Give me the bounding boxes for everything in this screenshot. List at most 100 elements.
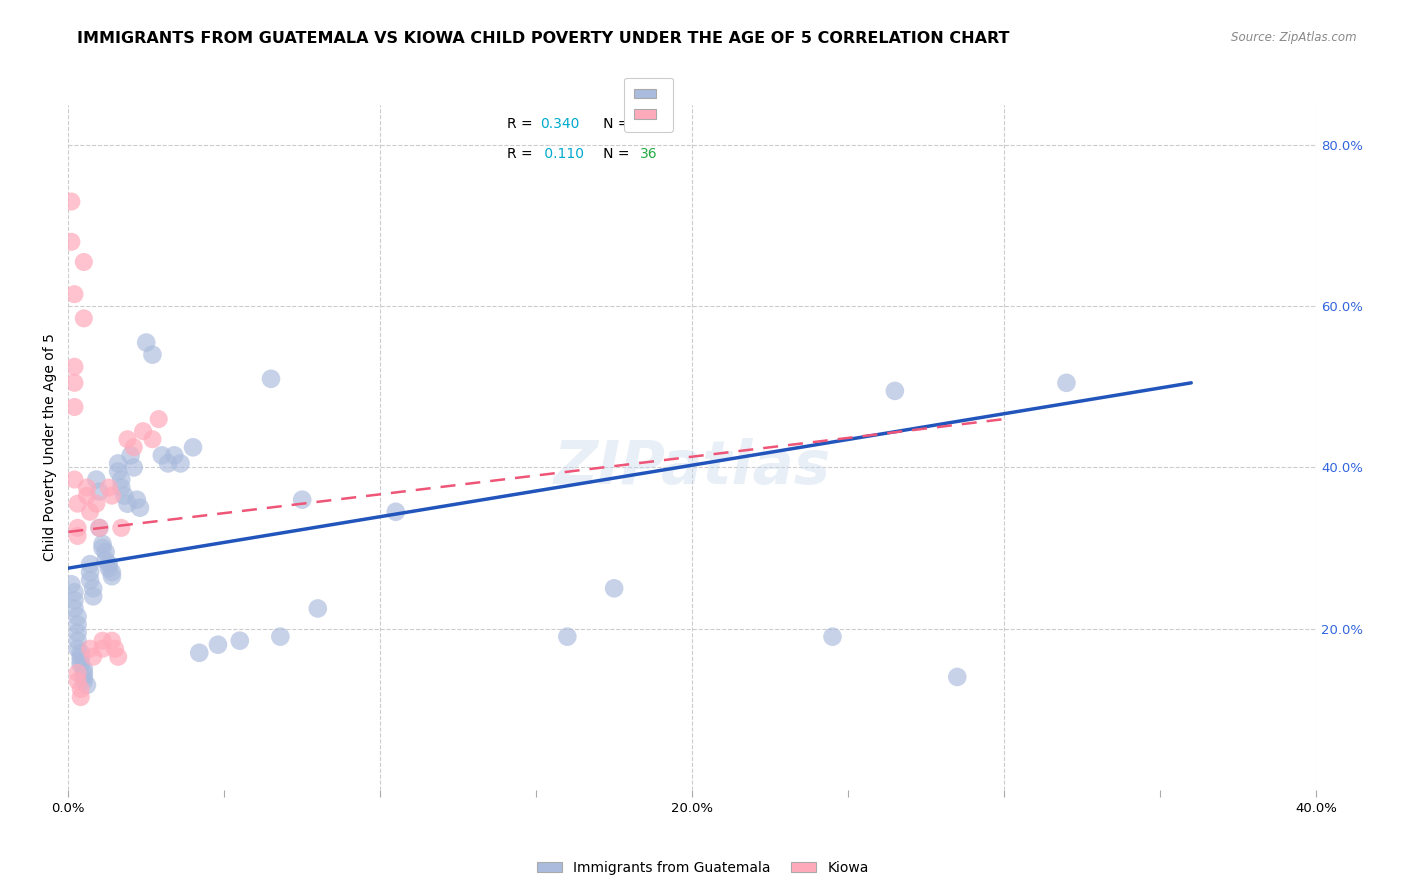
Point [1056, 376, 1078, 390]
Point [84, 497, 107, 511]
Point [101, 489, 124, 503]
Point [89, 521, 111, 535]
Point [73, 311, 96, 326]
Point [946, 670, 969, 684]
Point [91, 537, 114, 551]
Point [110, 481, 132, 495]
Point [557, 630, 579, 644]
Point [122, 440, 145, 454]
Point [157, 457, 180, 471]
Point [120, 448, 142, 462]
Point [66, 625, 89, 640]
Point [384, 505, 406, 519]
Point [110, 473, 132, 487]
Text: ZIPatlas: ZIPatlas [554, 438, 831, 498]
Point [63, 400, 86, 414]
Point [107, 649, 129, 664]
Point [141, 432, 163, 446]
Point [69, 646, 91, 660]
Point [76, 481, 98, 495]
Point [97, 561, 120, 575]
Point [82, 582, 104, 596]
Point [84, 473, 107, 487]
Point [207, 638, 229, 652]
Point [63, 585, 86, 599]
Point [82, 649, 104, 664]
Point [97, 557, 120, 571]
Point [79, 574, 101, 588]
Point [107, 457, 129, 471]
Point [73, 665, 96, 680]
Point [79, 641, 101, 656]
Point [110, 521, 132, 535]
Point [69, 681, 91, 696]
Point [79, 557, 101, 571]
Point [125, 492, 148, 507]
Point [112, 489, 135, 503]
Point [66, 633, 89, 648]
Point [63, 601, 86, 615]
Point [82, 590, 104, 604]
Point [66, 665, 89, 680]
Text: 0.340: 0.340 [540, 117, 579, 131]
Y-axis label: Child Poverty Under the Age of 5: Child Poverty Under the Age of 5 [44, 334, 58, 561]
Point [188, 646, 211, 660]
Point [94, 553, 117, 567]
Text: IMMIGRANTS FROM GUATEMALA VS KIOWA CHILD POVERTY UNDER THE AGE OF 5 CORRELATION : IMMIGRANTS FROM GUATEMALA VS KIOWA CHILD… [77, 31, 1010, 46]
Text: Source: ZipAtlas.com: Source: ZipAtlas.com [1232, 31, 1357, 45]
Point [91, 641, 114, 656]
Point [60, 235, 83, 249]
Point [132, 424, 155, 438]
Point [603, 582, 626, 596]
Point [73, 255, 96, 269]
Point [135, 335, 157, 350]
Text: R =: R = [508, 117, 537, 131]
Legend: Immigrants from Guatemala, Kiowa: Immigrants from Guatemala, Kiowa [531, 855, 875, 880]
Point [76, 678, 98, 692]
Text: 0.110: 0.110 [540, 147, 583, 161]
Point [69, 657, 91, 672]
Point [107, 465, 129, 479]
Point [150, 448, 173, 462]
Point [94, 545, 117, 559]
Point [89, 484, 111, 499]
Point [101, 633, 124, 648]
Text: N =: N = [589, 117, 634, 131]
Point [73, 670, 96, 684]
Point [63, 359, 86, 374]
Point [91, 541, 114, 555]
Point [148, 412, 170, 426]
Point [69, 654, 91, 668]
Text: 65: 65 [640, 117, 658, 131]
Point [66, 641, 89, 656]
Point [66, 497, 89, 511]
Point [101, 565, 124, 579]
Text: 36: 36 [640, 147, 658, 161]
Point [117, 497, 139, 511]
Point [117, 432, 139, 446]
Point [141, 348, 163, 362]
Point [69, 649, 91, 664]
Point [181, 440, 204, 454]
Point [63, 376, 86, 390]
Point [73, 662, 96, 676]
Point [97, 481, 120, 495]
Point [79, 505, 101, 519]
Point [63, 473, 86, 487]
Point [91, 633, 114, 648]
Legend: , : , [624, 78, 672, 132]
Point [269, 630, 291, 644]
Point [104, 641, 127, 656]
Point [66, 673, 89, 688]
Point [79, 565, 101, 579]
Point [307, 601, 329, 615]
Text: R =: R = [508, 147, 537, 161]
Point [883, 384, 905, 398]
Point [229, 633, 252, 648]
Point [73, 673, 96, 688]
Point [122, 460, 145, 475]
Text: N =: N = [589, 147, 634, 161]
Point [60, 194, 83, 209]
Point [260, 372, 283, 386]
Point [63, 593, 86, 607]
